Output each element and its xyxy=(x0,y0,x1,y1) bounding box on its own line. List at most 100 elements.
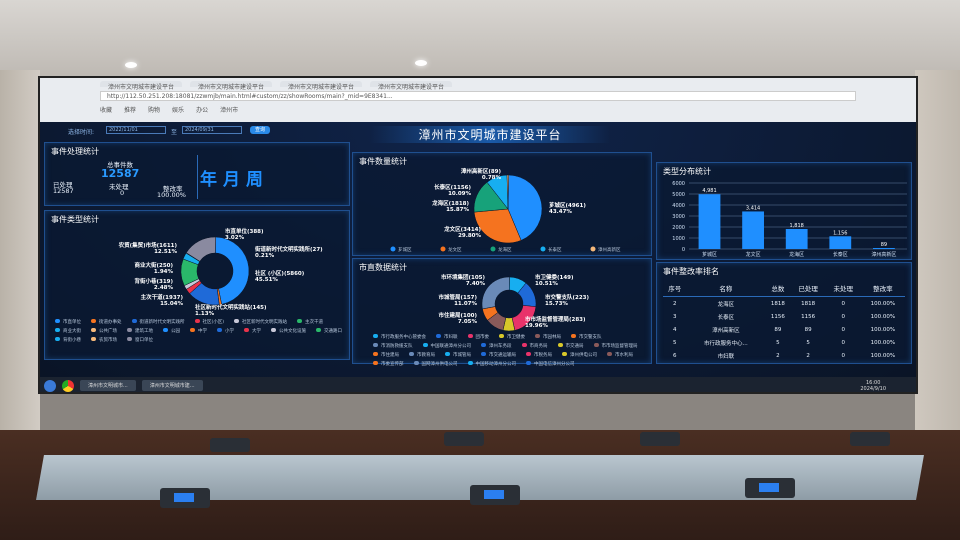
table-cell: 2 xyxy=(806,352,810,359)
table-cell: 5 xyxy=(672,339,677,346)
table-cell: 市行政服务中心... xyxy=(703,340,748,347)
table-cell: 5 xyxy=(806,339,810,346)
legend-item: 背街小巷 xyxy=(55,337,81,344)
table-cell: 1156 xyxy=(801,313,816,320)
legend-item: 漳州供电公司 xyxy=(562,352,597,359)
favorite-item[interactable]: 娱乐 xyxy=(172,107,185,114)
favorite-item[interactable]: 办公 xyxy=(196,107,209,114)
legend-item: 社区新时代文明实践站 xyxy=(234,319,287,326)
table-cell: 龙海区 xyxy=(717,301,735,308)
favorite-item[interactable]: 推荐 xyxy=(124,107,137,114)
y-tick-label: 2000 xyxy=(672,225,685,231)
legend-marker xyxy=(440,246,446,252)
slice-label: 背街小巷(319) xyxy=(134,277,173,285)
table-cell: 100.00% xyxy=(870,339,896,346)
table-row: 4 漳州高新区 89 89 0 100.00% xyxy=(663,323,905,336)
slice-label: 长泰区(1156) xyxy=(434,183,471,191)
address-bar[interactable]: http://112.50.251.208:18081/zzwmjb/main.… xyxy=(100,91,856,101)
type-donut-chart: 社区 (小区)(5860)45.51% 社区新时代文明实践站(145)1.13% 主… xyxy=(118,227,324,317)
total-label: 总事件数 xyxy=(107,161,133,169)
slice-percent: 15.73% xyxy=(545,301,568,307)
legend-item: 社区(小区) xyxy=(194,319,224,326)
table-cell: 89 xyxy=(774,326,782,333)
slice-label: 市交警支队(223) xyxy=(545,293,589,301)
start-button[interactable] xyxy=(44,379,56,392)
slice-percent: 1.94% xyxy=(154,269,174,275)
type-legend: 市直单位 街道办事处 街道新时代文明实践所 社区(小区) 社区新时代文明实践站 主次干道商… xyxy=(55,319,345,344)
legend-item: 市园林局 xyxy=(535,334,561,341)
table-cell: 0 xyxy=(841,352,845,359)
legend-item: 大学 xyxy=(244,328,261,335)
slice-percent: 3.02% xyxy=(225,235,245,241)
slice-label: 市直单位(388) xyxy=(225,227,264,235)
pie-slice xyxy=(506,174,509,210)
slice-label: 农贸(集贸)市场(1611) xyxy=(118,241,178,249)
favorite-item[interactable]: 购物 xyxy=(148,107,161,114)
browser-tab[interactable]: 漳州市文明城市建设平台 xyxy=(370,81,453,91)
legend-label: 芗城区 xyxy=(398,246,412,253)
slice-label: 龙文区(3414) xyxy=(443,225,481,233)
divider xyxy=(197,155,198,199)
legend-marker xyxy=(390,246,396,252)
table-cell: 6 xyxy=(672,352,677,359)
panel-title: 事件处理统计 xyxy=(51,147,99,156)
slice-percent: 0.21% xyxy=(255,253,275,259)
slice-percent: 7.40% xyxy=(466,281,486,287)
slice-percent: 15.87% xyxy=(446,207,469,213)
bar-value-label: 1,156 xyxy=(833,230,847,236)
legend-item: 市住建局 xyxy=(373,352,399,359)
taskbar-item[interactable]: 漳州市文明城市建... xyxy=(141,380,203,391)
start-date-input[interactable]: 2022/11/01 xyxy=(106,126,166,134)
clock-date: 2024/9/10 xyxy=(860,385,886,392)
table-cell: 0 xyxy=(841,339,845,346)
x-tick-label: 长泰区 xyxy=(833,251,848,258)
ceiling-light xyxy=(415,60,427,66)
legend-item: 中国联通漳州分公司 xyxy=(422,343,471,350)
legend-item: 市行政服务中心管委会 xyxy=(373,334,426,341)
microphone xyxy=(745,478,795,498)
rate-label: 整改率 xyxy=(163,185,183,193)
legend-item: 窗口单位 xyxy=(127,337,153,344)
browser-tab[interactable]: 漳州市文明城市建设平台 xyxy=(280,81,363,91)
taskbar: 漳州市文明城市... 漳州市文明城市建... 16:00 2024/9/10 xyxy=(40,377,916,392)
slice-percent: 15.04% xyxy=(160,301,183,307)
legend-item: 交通路口 xyxy=(316,328,342,335)
table-row: 2 龙海区 1818 1818 0 100.00% xyxy=(663,297,905,311)
slice-label: 市城管局(157) xyxy=(438,293,477,301)
legend-item: 市消防救援支队 xyxy=(373,343,413,350)
slice-percent: 19.96% xyxy=(525,323,548,329)
table-cell: 5 xyxy=(776,339,780,346)
table-cell: 长泰区 xyxy=(717,314,735,321)
legend-item: 国网漳州供电公司 xyxy=(413,361,458,368)
type-stats-panel: 事件类型统计 社区 (小区)(5860) 45.51% 社区新时代文明实践站(145… xyxy=(44,210,350,360)
browser-tab[interactable]: 漳州市文明城市建设平台 xyxy=(190,81,273,91)
table-row: 5 市行政服务中心... 5 5 0 100.00% xyxy=(663,336,905,349)
slice-label: 市住建局(100) xyxy=(438,311,477,319)
column-header: 总数 xyxy=(765,280,791,297)
legend-label: 漳州高新区 xyxy=(598,246,621,253)
x-tick-label: 龙海区 xyxy=(789,251,804,258)
clock-time: 16:00 xyxy=(865,379,881,386)
favorite-item[interactable]: 漳州市 xyxy=(220,107,239,114)
query-button[interactable]: 查询 xyxy=(250,126,270,134)
legend-marker xyxy=(490,246,496,252)
count-stats-panel: 事件数量统计 芗城区(4961) 43.47% 龙文区(3414) 29.80% 龙海区… xyxy=(352,152,652,256)
favorite-item[interactable]: 收藏 xyxy=(100,107,113,114)
pie-slice xyxy=(481,276,510,310)
taskbar-item[interactable]: 漳州市文明城市... xyxy=(80,380,136,391)
done-label: 已处理 xyxy=(53,181,73,189)
chrome-icon[interactable] xyxy=(62,379,74,392)
slice-percent: 45.51% xyxy=(255,277,278,283)
y-tick-label: 4000 xyxy=(672,203,685,209)
legend-item: 团市委 xyxy=(467,334,489,341)
legend-item: 公共文化设施 xyxy=(271,328,306,335)
slice-percent: 1.13% xyxy=(195,311,215,317)
period-switch[interactable]: 年月周 xyxy=(200,170,269,190)
legend-item: 市水利局 xyxy=(607,352,633,359)
browser-chrome: 漳州市文明城市建设平台 漳州市文明城市建设平台 漳州市文明城市建设平台 漳州市文… xyxy=(40,78,916,122)
browser-tab[interactable]: 漳州市文明城市建设平台 xyxy=(100,81,183,91)
y-tick-label: 0 xyxy=(682,247,685,253)
date-label: 选择时间: xyxy=(68,129,95,136)
legend-item: 农贸市场 xyxy=(91,337,117,344)
end-date-input[interactable]: 2024/09/31 xyxy=(182,126,242,134)
